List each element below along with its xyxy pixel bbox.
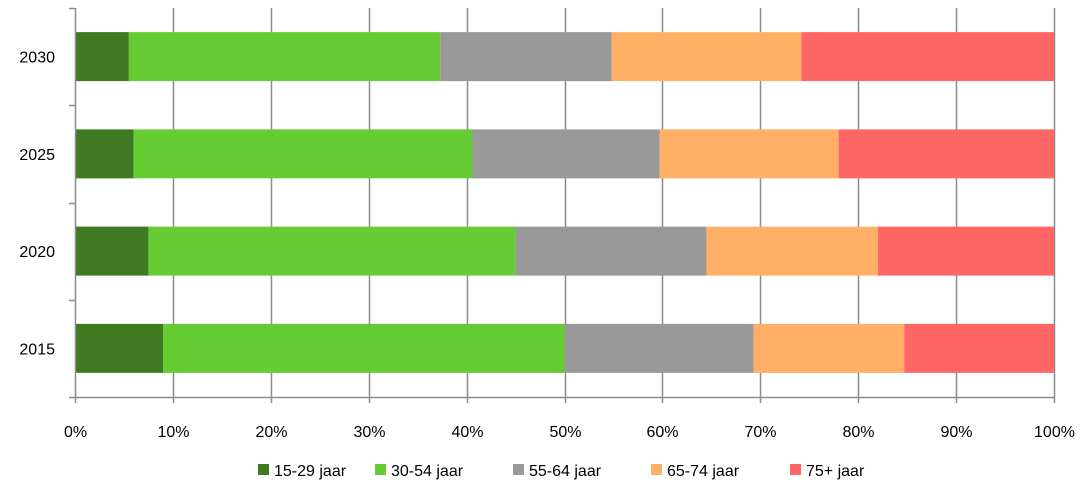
bar-segment-65-74-jaar-2020	[706, 226, 878, 276]
bar-segment-15-29-jaar-2020	[75, 226, 149, 276]
x-tick-label: 80%	[842, 424, 874, 441]
x-tick-label: 100%	[1034, 424, 1075, 441]
bar-segment-30-54-jaar-2025	[133, 129, 473, 179]
legend-label: 65-74 jaar	[667, 463, 740, 480]
x-tick-label: 60%	[646, 424, 678, 441]
bar-segment-75-jaar-2030	[801, 32, 1054, 82]
bar-segment-15-29-jaar-2030	[75, 32, 129, 82]
legend-label: 30-54 jaar	[391, 463, 464, 480]
bar-segment-65-74-jaar-2030	[611, 32, 802, 82]
legend-label: 75+ jaar	[806, 463, 865, 480]
bar-segment-75-jaar-2020	[877, 226, 1054, 276]
x-tick-label: 30%	[353, 424, 385, 441]
axes	[69, 7, 1056, 403]
x-tick-label: 50%	[549, 424, 581, 441]
legend: 15-29 jaar 30-54 jaar 55-64 jaar 65-74 jaar…	[258, 463, 865, 480]
bars	[75, 32, 1054, 373]
bar-segment-30-54-jaar-2030	[128, 32, 441, 82]
bar-segment-15-29-jaar-2015	[75, 323, 164, 373]
x-tick-label: 40%	[451, 424, 483, 441]
x-tick-label: 90%	[940, 424, 972, 441]
bar-segment-55-64-jaar-2015	[564, 323, 754, 373]
legend-swatch	[513, 464, 524, 475]
bar-segment-55-64-jaar-2025	[472, 129, 660, 179]
x-tick-label: 20%	[255, 424, 287, 441]
y-tick-labels: 2030 2025 2020 2015	[19, 50, 55, 359]
y-tick-label: 2025	[19, 147, 55, 164]
bar-segment-75-jaar-2015	[904, 323, 1054, 373]
bar-segment-30-54-jaar-2015	[163, 323, 565, 373]
legend-label: 15-29 jaar	[274, 463, 347, 480]
bar-segment-30-54-jaar-2020	[148, 226, 516, 276]
bar-segment-75-jaar-2025	[838, 129, 1054, 179]
y-tick-label: 2015	[19, 341, 55, 358]
x-tick-label: 70%	[744, 424, 776, 441]
x-tick-labels: 0% 10% 20% 30% 40% 50% 60% 70% 80% 90% 100%	[64, 424, 1075, 441]
bar-segment-15-29-jaar-2025	[75, 129, 134, 179]
y-tick-label: 2030	[19, 50, 55, 67]
x-tick-label: 10%	[157, 424, 189, 441]
legend-swatch	[258, 464, 269, 475]
bar-segment-55-64-jaar-2020	[515, 226, 707, 276]
legend-swatch	[375, 464, 386, 475]
bar-segment-65-74-jaar-2015	[753, 323, 905, 373]
x-tick-label: 0%	[64, 424, 87, 441]
legend-label: 55-64 jaar	[529, 463, 602, 480]
bar-segment-55-64-jaar-2030	[440, 32, 612, 82]
legend-swatch	[790, 464, 801, 475]
y-tick-label: 2020	[19, 244, 55, 261]
bar-segment-65-74-jaar-2025	[659, 129, 839, 179]
legend-swatch	[651, 464, 662, 475]
